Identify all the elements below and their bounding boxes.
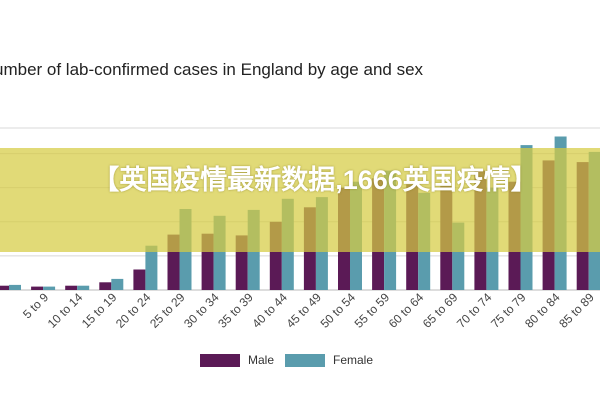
chart-title: umber of lab-confirmed cases in England … [0, 60, 424, 79]
x-tick-label: 60 to 64 [386, 290, 427, 331]
x-tick-label: 75 to 79 [488, 290, 529, 331]
bar-female-20-to-24 [145, 245, 158, 290]
bar-male-0-to-4 [0, 285, 9, 290]
x-tick-label: 5 to 9 [20, 290, 51, 321]
legend-label-male: Male [248, 353, 275, 367]
x-tick-label: 40 to 44 [249, 290, 290, 331]
bar-male-5-to-9 [31, 286, 44, 290]
x-tick-label: 80 to 84 [522, 290, 563, 331]
bar-male-10-to-14 [65, 285, 78, 290]
x-tick-label: 70 to 74 [454, 290, 495, 331]
x-tick-label: 55 to 59 [352, 290, 393, 331]
legend-swatch-male [200, 353, 240, 367]
bar-female-10-to-14 [77, 285, 90, 290]
bar-female-15-to-19 [111, 278, 124, 290]
bar-female-5-to-9 [43, 286, 56, 290]
bar-male-15-to-19 [99, 282, 112, 290]
x-tick-label: 15 to 19 [79, 290, 120, 331]
x-tick-label: 30 to 34 [181, 290, 222, 331]
legend-swatch-female [285, 353, 325, 367]
x-tick-label: 20 to 24 [113, 290, 154, 331]
x-tick-label: 45 to 49 [283, 290, 324, 331]
x-tick-label: 10 to 14 [45, 290, 86, 331]
legend-label-female: Female [333, 353, 374, 367]
bar-female-0-to-4 [9, 284, 21, 290]
bar-male-20-to-24 [133, 269, 146, 290]
x-tick-label: 25 to 29 [147, 290, 188, 331]
watermark-text: 【英国疫情最新数据,1666英国疫情】 [92, 165, 538, 195]
legend-item-male: Male [200, 353, 274, 367]
watermark-banner [0, 148, 600, 252]
x-tick-label: 65 to 69 [420, 290, 461, 331]
x-tick-label: 35 to 39 [215, 290, 256, 331]
legend-item-female: Female [285, 353, 373, 367]
x-tick-label: 85 to 89 [556, 290, 597, 331]
x-tick-label: 50 to 54 [318, 290, 359, 331]
